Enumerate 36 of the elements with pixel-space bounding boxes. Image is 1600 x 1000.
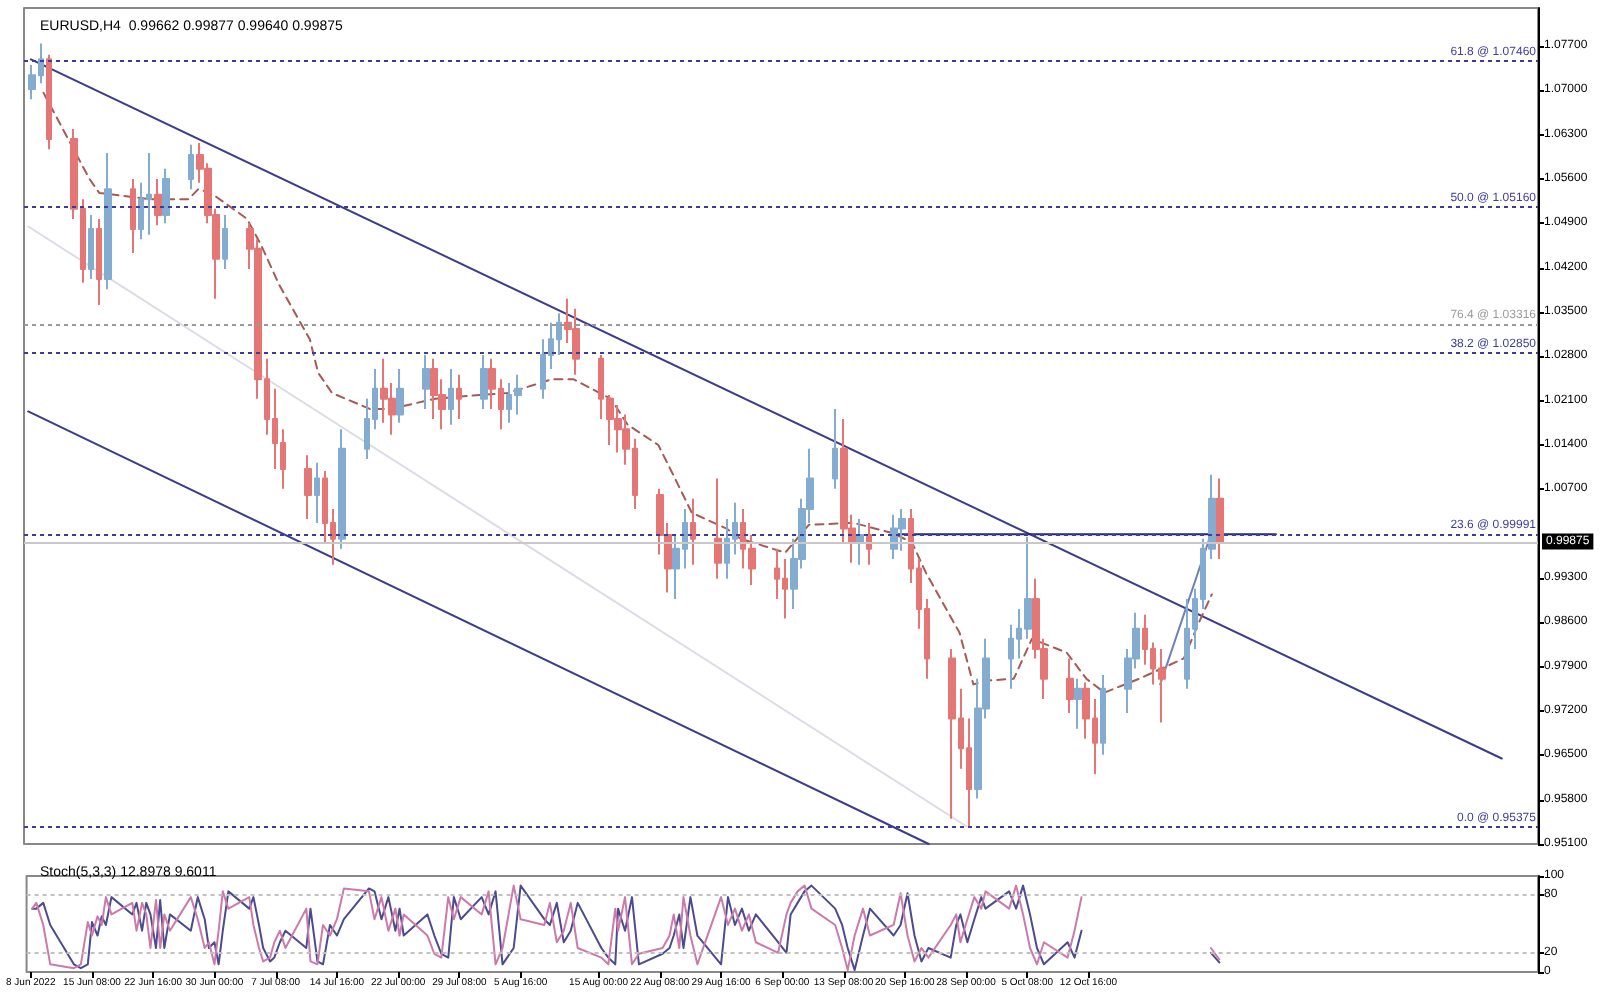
candlestick — [422, 354, 430, 410]
candlestick — [314, 461, 320, 524]
candlestick — [130, 178, 136, 255]
candlestick — [104, 152, 112, 291]
candlestick — [948, 647, 956, 820]
candlestick — [338, 428, 346, 550]
candlestick — [222, 214, 228, 270]
candlestick — [514, 373, 522, 416]
candlestick — [46, 53, 52, 151]
candlestick — [1066, 657, 1074, 714]
candlestick — [480, 354, 488, 410]
candlestick — [856, 518, 864, 566]
candlestick — [866, 521, 872, 566]
line-series — [42, 91, 1213, 694]
candlestick — [88, 214, 94, 281]
candlestick — [1158, 647, 1166, 724]
candlestick — [1074, 677, 1082, 730]
candlestick — [1216, 477, 1224, 560]
candlestick — [714, 477, 722, 580]
candlestick — [304, 454, 312, 521]
candlestick — [832, 407, 838, 490]
candlestick — [396, 368, 404, 424]
candlestick — [162, 167, 170, 225]
candlestick — [154, 178, 162, 227]
candlestick — [146, 152, 152, 236]
candlestick — [456, 373, 462, 421]
candlestick — [188, 143, 194, 191]
candlestick — [430, 357, 438, 421]
candlestick — [690, 497, 696, 566]
candlestick — [890, 513, 898, 560]
candlestick — [898, 507, 906, 552]
candlestick — [96, 217, 102, 307]
candlestick — [1100, 673, 1106, 756]
candlestick — [572, 307, 580, 376]
candlestick — [1184, 597, 1190, 690]
candlestick — [448, 368, 454, 426]
